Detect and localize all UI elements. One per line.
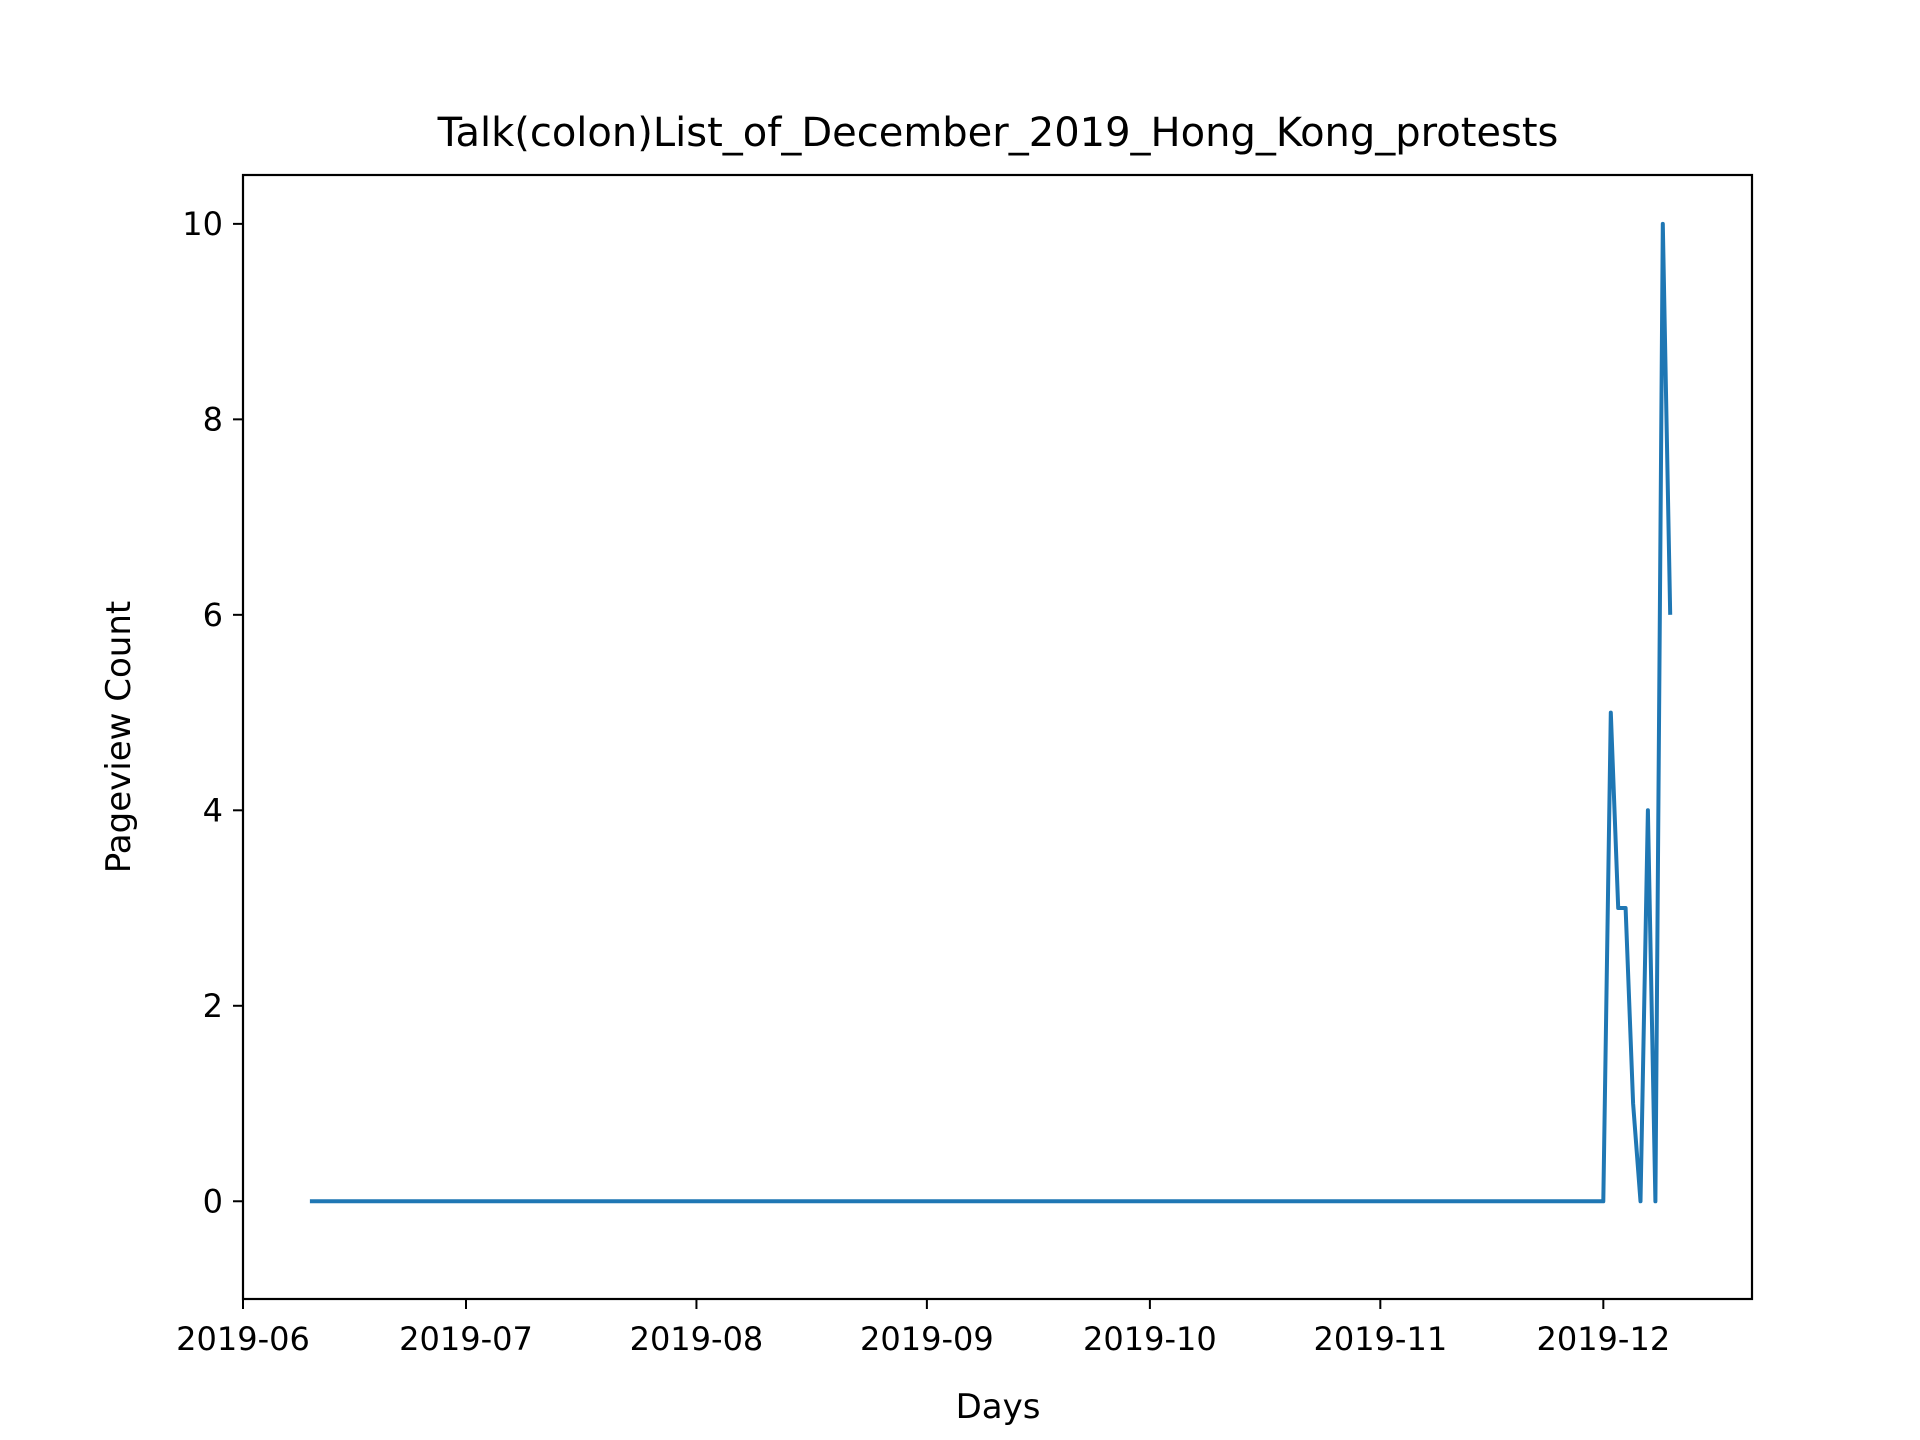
y-tick-label: 10 — [182, 205, 223, 243]
x-tick-label: 2019-11 — [1313, 1320, 1447, 1358]
x-tick-label: 2019-07 — [399, 1320, 533, 1358]
y-tick-label: 8 — [203, 400, 223, 438]
y-axis-label: Pageview Count — [99, 601, 139, 873]
x-axis: 2019-06 2019-07 2019-08 2019-09 2019-10 2019-… — [176, 1299, 1670, 1358]
x-tick-label: 2019-10 — [1083, 1320, 1217, 1358]
plot-frame — [241, 173, 1754, 1301]
chart-title: Talk(colon)List_of_December_2019_Hong_Ko… — [437, 110, 1559, 156]
plot-area — [309, 221, 1673, 1204]
x-tick-label: 2019-06 — [176, 1320, 310, 1358]
y-tick-label: 0 — [203, 1182, 223, 1220]
series-line — [309, 221, 1673, 1204]
x-tick-label: 2019-08 — [630, 1320, 764, 1358]
y-tick-label: 2 — [203, 987, 223, 1025]
y-tick-label: 4 — [203, 791, 223, 829]
x-tick-label: 2019-12 — [1536, 1320, 1670, 1358]
y-axis: 0 2 4 6 8 10 — [182, 205, 243, 1220]
x-axis-label: Days — [956, 1387, 1041, 1427]
y-tick-label: 6 — [203, 596, 223, 634]
x-tick-label: 2019-09 — [860, 1320, 994, 1358]
